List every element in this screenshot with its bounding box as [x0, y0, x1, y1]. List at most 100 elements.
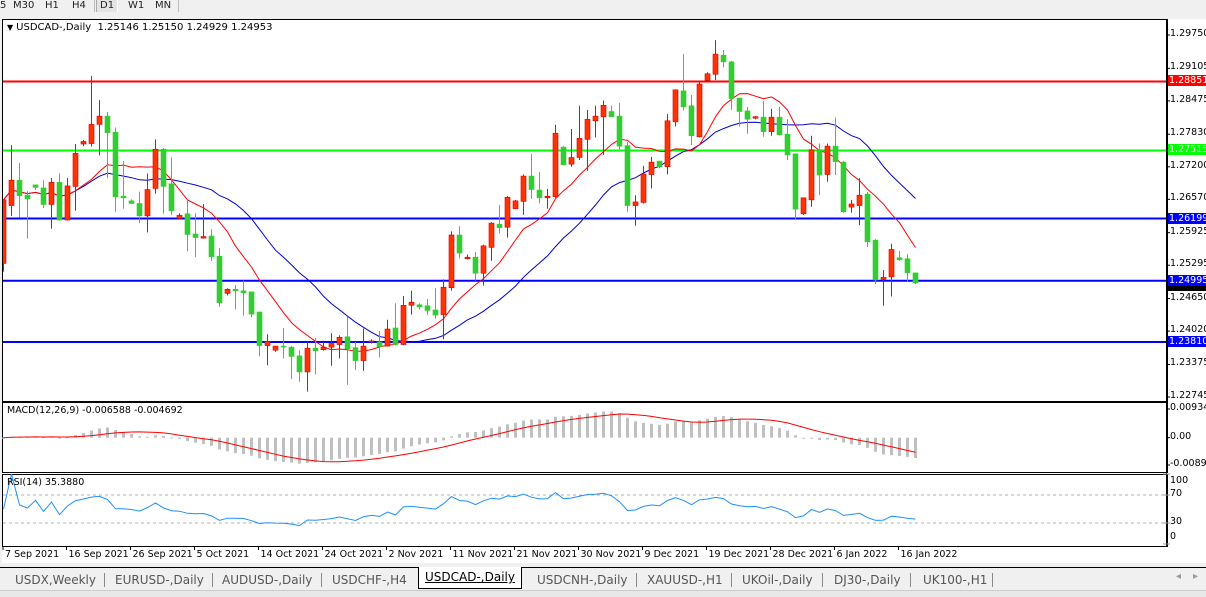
- macd-histogram-bar: [394, 437, 397, 452]
- candle-bearish: [736, 97, 743, 112]
- tab-separator: [731, 573, 732, 587]
- candle-bearish: [232, 288, 239, 292]
- candle-bearish: [864, 193, 871, 243]
- tab-usdcad-daily[interactable]: USDCAD-,Daily: [418, 567, 522, 589]
- candle-bearish: [496, 223, 503, 229]
- macd-histogram-bar: [722, 415, 725, 438]
- symbol-label: USDCAD-,Daily: [16, 22, 92, 33]
- candle-bullish: [200, 236, 207, 239]
- macd-histogram-bar: [194, 437, 197, 443]
- date-axis-label: 28 Dec 2021: [772, 549, 834, 560]
- timeframe-button-h1[interactable]: H1: [45, 0, 59, 11]
- macd-histogram-bar: [882, 437, 885, 455]
- macd-histogram-bar: [634, 421, 637, 438]
- date-axis-label: 19 Dec 2021: [708, 549, 770, 560]
- candle-bullish: [152, 148, 159, 189]
- timeframe-toolbar: 5 M30 H1 H4 D1 W1 MN: [0, 0, 1206, 13]
- macd-histogram-bar: [586, 413, 589, 438]
- macd-histogram-bar: [450, 436, 453, 438]
- candle-bearish: [120, 195, 127, 199]
- tab-separator: [822, 573, 823, 587]
- macd-histogram-bar: [594, 412, 597, 438]
- date-axis-label: 21 Nov 2021: [516, 549, 578, 560]
- candle-bullish: [856, 194, 863, 206]
- date-axis-label: 24 Oct 2021: [324, 549, 384, 560]
- tab-eurusd-daily[interactable]: EURUSD-,Daily: [115, 573, 204, 587]
- tab-scroll-left-icon[interactable]: ◂: [1176, 571, 1182, 582]
- macd-histogram-bar: [130, 434, 133, 438]
- tab-uk100-h1[interactable]: UK100-,H1: [923, 573, 988, 587]
- timeframe-button-h4[interactable]: H4: [72, 0, 86, 11]
- timeframe-button-d1[interactable]: D1: [96, 0, 119, 12]
- macd-histogram-bar: [186, 437, 189, 442]
- hline-price-label: 1.28851: [1168, 75, 1206, 87]
- candle-bullish: [712, 53, 719, 75]
- timeframe-button-m30[interactable]: M30: [13, 0, 35, 11]
- candle-bearish: [248, 291, 255, 315]
- candle-bearish: [208, 235, 215, 257]
- date-axis-label: 9 Dec 2021: [644, 549, 700, 560]
- candle-bearish: [56, 181, 63, 221]
- candle-bearish: [296, 355, 303, 373]
- rsi-label: RSI(14) 35.3880: [7, 477, 85, 488]
- macd-histogram-bar: [562, 416, 565, 438]
- macd-histogram-bar: [506, 424, 509, 438]
- price-tick-label: 1.27200: [1170, 159, 1206, 171]
- macd-histogram-bar: [762, 425, 765, 438]
- tab-audusd-daily[interactable]: AUDUSD-,Daily: [222, 573, 313, 587]
- rsi-panel[interactable]: [2, 474, 1168, 547]
- candle-bullish: [800, 197, 807, 215]
- candle-bearish: [688, 105, 695, 137]
- candle-bullish: [328, 343, 335, 348]
- macd-histogram-bar: [274, 437, 277, 462]
- candle-bullish: [224, 288, 231, 294]
- candle-bullish: [144, 189, 151, 217]
- macd-histogram-bar: [706, 418, 709, 438]
- candle-bullish: [400, 304, 407, 345]
- candle-bearish: [608, 111, 615, 117]
- macd-histogram-bar: [266, 437, 269, 460]
- price-tick-label: 1.24020: [1170, 324, 1206, 336]
- tab-usdx-weekly[interactable]: USDX,Weekly: [15, 573, 96, 587]
- macd-histogram-bar: [546, 419, 549, 438]
- tab-usdchf-h4[interactable]: USDCHF-,H4: [332, 573, 407, 587]
- ohlc-label: 1.25146 1.25150 1.24929 1.24953: [97, 22, 273, 33]
- macd-histogram-bar: [386, 437, 389, 453]
- macd-histogram-bar: [434, 437, 437, 443]
- macd-histogram-bar: [354, 437, 357, 458]
- timeframe-button-w1[interactable]: W1: [128, 0, 145, 11]
- macd-histogram-bar: [226, 437, 229, 452]
- macd-histogram-bar: [370, 437, 373, 455]
- candle-bullish: [48, 181, 55, 205]
- candle-bearish: [680, 90, 687, 108]
- tab-ukoil-daily[interactable]: UKOil-,Daily: [742, 573, 813, 587]
- tab-xauusd-h1[interactable]: XAUUSD-,H1: [647, 573, 723, 587]
- macd-histogram-bar: [858, 437, 861, 446]
- macd-histogram-bar: [714, 416, 717, 438]
- candle-bullish: [696, 83, 703, 138]
- toolbar-separator: [94, 0, 95, 12]
- price-tick-label: 1.25925: [1170, 225, 1206, 237]
- macd-histogram-bar: [778, 428, 781, 438]
- candle-bearish: [536, 189, 543, 199]
- timeframe-button-m15[interactable]: 5: [0, 0, 7, 11]
- macd-histogram-bar: [666, 423, 669, 438]
- macd-histogram-bar: [442, 437, 445, 441]
- tab-usdcnh-daily[interactable]: USDCNH-,Daily: [537, 573, 628, 587]
- macd-histogram-bar: [650, 423, 653, 438]
- main-price-panel[interactable]: [2, 19, 1168, 402]
- macd-histogram-bar: [674, 421, 677, 438]
- candle-bullish: [64, 185, 71, 221]
- macd-histogram-bar: [330, 437, 333, 461]
- collapse-triangle-icon[interactable]: ▼: [7, 23, 14, 32]
- candle-bullish: [808, 149, 815, 201]
- timeframe-button-mn[interactable]: MN: [155, 0, 172, 11]
- tab-dj30-daily[interactable]: DJ30-,Daily: [834, 573, 901, 587]
- macd-histogram-bar: [250, 437, 253, 456]
- date-axis-label: 7 Sep 2021: [5, 549, 60, 560]
- candle-bullish: [648, 161, 655, 175]
- macd-axis-label: 0.009345: [1170, 402, 1206, 413]
- candle-bullish: [824, 145, 831, 175]
- tab-scroll-right-icon[interactable]: ▸: [1193, 571, 1199, 582]
- candle-bullish: [72, 153, 79, 187]
